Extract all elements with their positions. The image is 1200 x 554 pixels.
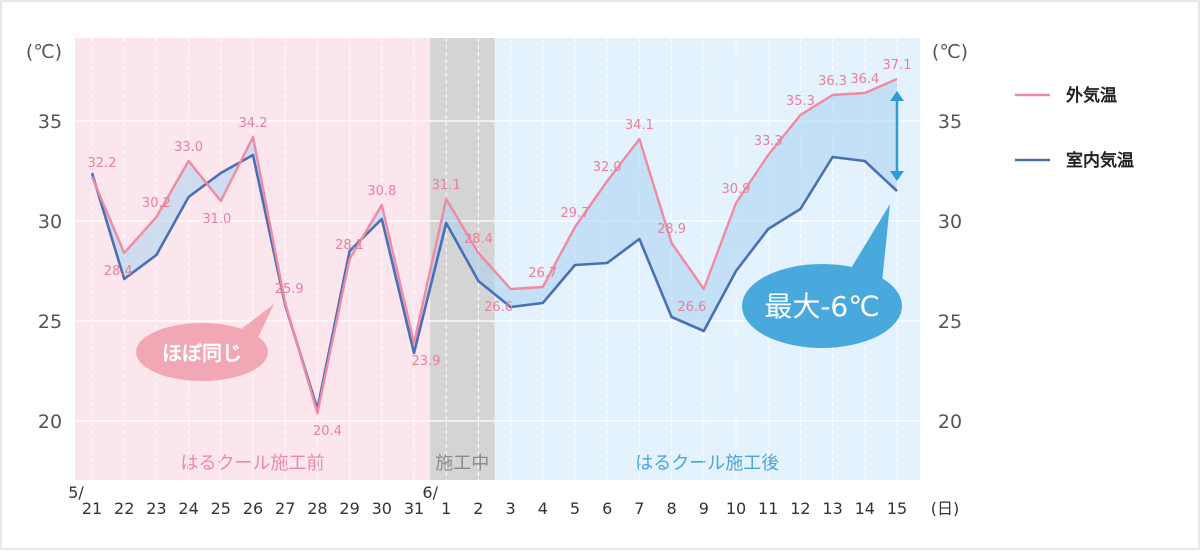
y-tick-right-3: 35 bbox=[938, 111, 962, 133]
x-tick-9: 30 bbox=[372, 499, 392, 518]
data-label-23: 36.3 bbox=[818, 74, 847, 89]
data-label-12: 28.4 bbox=[464, 232, 493, 247]
data-label-15: 29.7 bbox=[561, 206, 590, 221]
annotation-text-1: 最大-6℃ bbox=[764, 290, 879, 323]
month-marker-0: 5/ bbox=[68, 483, 84, 502]
data-label-0: 32.2 bbox=[88, 156, 117, 171]
x-tick-10: 31 bbox=[404, 499, 424, 518]
x-tick-7: 28 bbox=[307, 499, 327, 518]
annotation-bubble-tail-1 bbox=[850, 204, 890, 282]
data-label-16: 32.0 bbox=[593, 160, 622, 175]
data-label-5: 34.2 bbox=[239, 116, 268, 131]
x-tick-12: 2 bbox=[473, 499, 483, 518]
data-label-4: 31.0 bbox=[202, 212, 231, 227]
series-line-outdoor bbox=[90, 77, 898, 415]
x-tick-14: 4 bbox=[538, 499, 548, 518]
region-label-0: はるクール施工前 bbox=[181, 453, 325, 474]
y-unit-right: (℃) bbox=[932, 41, 968, 63]
data-label-18: 28.9 bbox=[657, 222, 686, 237]
x-tick-20: 10 bbox=[726, 499, 746, 518]
gap-fill-area bbox=[92, 79, 897, 413]
series-line-indoor bbox=[90, 153, 898, 411]
legend-label-indoor: 室内気温 bbox=[1066, 150, 1134, 171]
x-tick-4: 25 bbox=[211, 499, 231, 518]
data-label-8: 28.1 bbox=[335, 238, 364, 253]
y-tick-right-0: 20 bbox=[938, 411, 962, 433]
annotation-bubble-0 bbox=[136, 323, 268, 381]
x-tick-0: 21 bbox=[82, 499, 102, 518]
legend-label-outdoor: 外気温 bbox=[1066, 85, 1117, 106]
y-tick-left-1: 25 bbox=[38, 311, 62, 333]
y-tick-right-2: 30 bbox=[938, 211, 962, 233]
data-label-13: 26.6 bbox=[484, 300, 513, 315]
x-tick-25: 15 bbox=[887, 499, 907, 518]
x-tick-2: 23 bbox=[146, 499, 166, 518]
x-tick-16: 6 bbox=[602, 499, 612, 518]
x-unit: (日) bbox=[931, 499, 960, 518]
x-tick-22: 12 bbox=[790, 499, 810, 518]
data-label-9: 30.8 bbox=[367, 184, 396, 199]
y-tick-left-3: 35 bbox=[38, 111, 62, 133]
x-tick-3: 24 bbox=[178, 499, 198, 518]
x-tick-1: 22 bbox=[114, 499, 134, 518]
annotation-text-0: ほぼ同じ bbox=[162, 341, 242, 365]
data-label-14: 26.7 bbox=[528, 266, 557, 281]
data-label-10: 23.9 bbox=[412, 354, 441, 369]
data-label-22: 35.3 bbox=[786, 94, 815, 109]
x-tick-5: 26 bbox=[243, 499, 263, 518]
data-label-17: 34.1 bbox=[625, 118, 654, 133]
region-label-2: はるクール施工後 bbox=[635, 453, 779, 474]
x-tick-17: 7 bbox=[634, 499, 644, 518]
x-tick-21: 11 bbox=[758, 499, 778, 518]
x-tick-19: 9 bbox=[699, 499, 709, 518]
data-label-19: 26.6 bbox=[677, 300, 706, 315]
x-tick-13: 3 bbox=[506, 499, 516, 518]
x-tick-15: 5 bbox=[570, 499, 580, 518]
gap-arrow-head-down bbox=[890, 171, 904, 181]
data-label-2: 30.2 bbox=[142, 196, 171, 211]
y-unit-left: (℃) bbox=[26, 41, 62, 63]
x-tick-11: 1 bbox=[441, 499, 451, 518]
data-label-25: 37.1 bbox=[883, 58, 912, 73]
y-tick-left-0: 20 bbox=[38, 411, 62, 433]
data-label-6: 25.9 bbox=[275, 282, 304, 297]
x-tick-24: 14 bbox=[855, 499, 875, 518]
annotation-bubble-1 bbox=[742, 264, 902, 348]
data-label-1: 28.4 bbox=[104, 264, 133, 279]
data-label-24: 36.4 bbox=[850, 72, 879, 87]
data-label-3: 33.0 bbox=[174, 140, 203, 155]
data-label-21: 33.3 bbox=[754, 134, 783, 149]
data-label-11: 31.1 bbox=[432, 178, 461, 193]
y-tick-left-2: 30 bbox=[38, 211, 62, 233]
y-tick-right-1: 25 bbox=[938, 311, 962, 333]
data-label-7: 20.4 bbox=[313, 424, 342, 439]
x-tick-18: 8 bbox=[667, 499, 677, 518]
x-tick-23: 13 bbox=[822, 499, 842, 518]
month-marker-1: 6/ bbox=[422, 483, 438, 502]
x-tick-8: 29 bbox=[339, 499, 359, 518]
data-label-20: 30.9 bbox=[722, 182, 751, 197]
region-label-1: 施工中 bbox=[435, 453, 489, 474]
gap-arrow-head-up bbox=[890, 91, 904, 101]
x-tick-6: 27 bbox=[275, 499, 295, 518]
